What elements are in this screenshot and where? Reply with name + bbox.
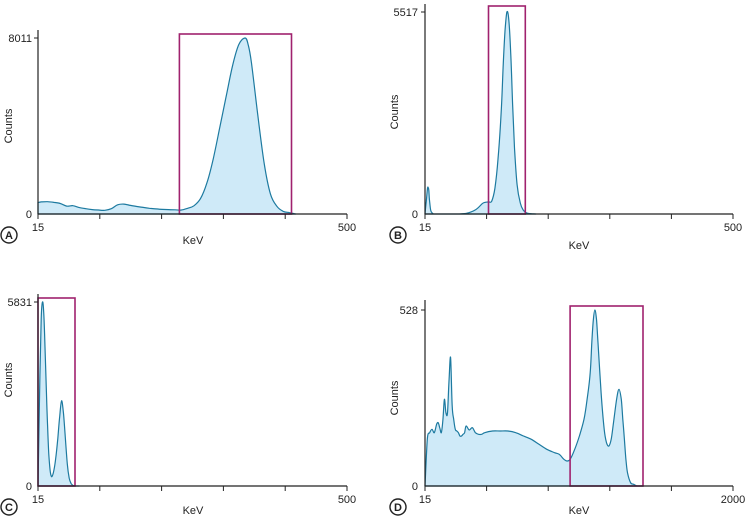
- panel-b-badge: [389, 226, 407, 244]
- panel-a-xlabel: KeV: [183, 235, 204, 247]
- panel-c-xlabel: KeV: [183, 505, 204, 517]
- panel-d-ymin-label: 0: [412, 481, 418, 493]
- panel-c-xmax-label: 500: [338, 494, 356, 506]
- panel-a-badge: [0, 226, 18, 244]
- panel-b-ymax-label: 5517: [394, 7, 418, 19]
- panel-b-xmax-label: 500: [724, 222, 742, 234]
- panel-a-ymax-label: 8011: [8, 33, 32, 45]
- panel-a-ylabel: Counts: [3, 108, 15, 143]
- panel-c-ylabel: Counts: [3, 362, 15, 397]
- panel-d-xlabel: KeV: [569, 505, 590, 517]
- panel-b-badge-letter: B: [394, 230, 402, 242]
- panel-c-x-ticks: [37, 486, 348, 491]
- panel-d-x-ticks: [424, 486, 734, 491]
- panel-c-ymax-label: 5831: [8, 297, 32, 309]
- panel-d-ylabel: Counts: [389, 380, 401, 415]
- panel-b-ylabel: Counts: [389, 94, 401, 129]
- panel-b-xlabel: KeV: [569, 240, 590, 252]
- panel-d-spectrum-area: [424, 309, 643, 487]
- panel-b: Counts 5517 0 15 500 KeV B: [389, 4, 742, 252]
- panel-d-ymax-label: 528: [400, 305, 418, 317]
- panel-a-xmax-label: 500: [338, 222, 356, 234]
- panel-d-xmin-label: 15: [419, 494, 431, 506]
- panel-d-xmax-label: 2000: [721, 494, 745, 506]
- panel-a-ymin-label: 0: [26, 209, 32, 221]
- panel-c-xmin-label: 15: [32, 494, 44, 506]
- panel-a-xmin-label: 15: [32, 222, 44, 234]
- panel-c-badge-letter: C: [5, 502, 13, 514]
- panel-c-badge: [0, 498, 18, 516]
- panel-a: Counts 8011 0 15 500 KeV A: [0, 30, 356, 247]
- panel-a-spectrum-area: [37, 37, 297, 215]
- panel-c-spectrum-area: [37, 301, 80, 487]
- panel-b-ymin-label: 0: [412, 209, 418, 221]
- panel-a-badge-letter: A: [5, 230, 13, 242]
- panel-b-xmin-label: 15: [419, 222, 431, 234]
- panel-d: Counts 528 0 15 2000 KeV D: [389, 300, 745, 517]
- panel-d-badge-letter: D: [394, 502, 402, 514]
- panel-b-x-ticks: [424, 214, 734, 219]
- panel-c: Counts 5831 0 15 500 KeV C: [0, 294, 356, 517]
- panel-c-ymin-label: 0: [26, 481, 32, 493]
- panel-a-x-ticks: [37, 214, 348, 219]
- panel-b-spectrum-area: [424, 10, 537, 215]
- panel-d-badge: [389, 498, 407, 516]
